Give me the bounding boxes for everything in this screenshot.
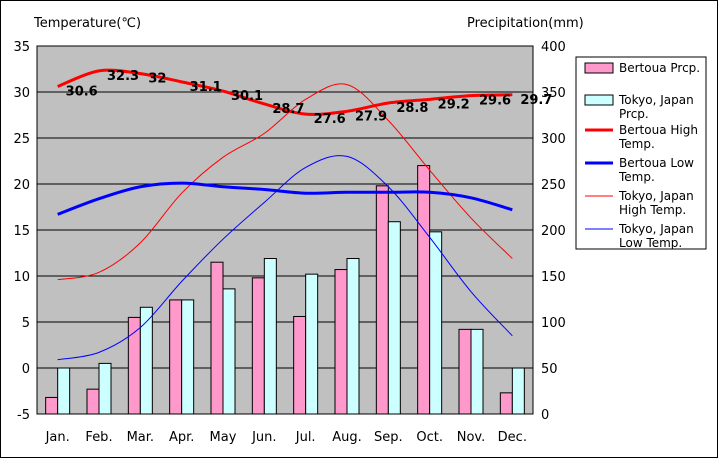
x-tick-label: Nov.: [457, 430, 486, 445]
x-tick-label: Jul.: [295, 430, 316, 445]
left-tick-label: 35: [13, 40, 30, 55]
right-tick-labels: 400 350 300 250 200 150 100 50 0: [541, 40, 566, 423]
precip-bar: [458, 328, 472, 415]
x-tick-label: May: [210, 430, 237, 445]
temp-data-label: 32.3: [107, 69, 139, 84]
precip-bar: [57, 367, 71, 415]
precip-bar: [98, 362, 112, 415]
precip-bar: [511, 367, 525, 415]
line-group: [57, 68, 513, 361]
left-tick-label: 20: [13, 178, 30, 193]
precip-bar: [499, 392, 513, 415]
precip-bar: [305, 273, 319, 415]
x-tick-label: Sep.: [374, 430, 403, 445]
data-labels: 30.6 32.3 32 31.1 30.1 28.7 27.6 27.9 28.8 29.2 29…: [66, 69, 553, 127]
temp-line: [57, 181, 513, 216]
right-tick-label: 300: [541, 132, 566, 147]
precip-bar: [222, 288, 236, 415]
precip-bar: [86, 388, 100, 415]
right-tick-label: 100: [541, 316, 566, 331]
legend-label: Bertoua High Temp.: [618, 123, 698, 151]
right-tick-label: 50: [541, 362, 558, 377]
precip-bar: [387, 221, 401, 415]
temp-data-label: 28.7: [272, 102, 304, 117]
right-tick-label: 0: [541, 408, 549, 423]
x-tick-labels: Jan. Feb. Mar. Apr. May Jun. Jul. Aug. Sep. Oct. N…: [45, 430, 527, 445]
precip-bar: [470, 328, 484, 415]
left-tick-label: -5: [17, 408, 30, 423]
temp-line: [57, 83, 513, 281]
precip-bar: [139, 306, 153, 415]
right-tick-label: 400: [541, 40, 566, 55]
precip-bar: [293, 315, 307, 415]
legend-swatch: [584, 94, 614, 106]
left-tick-label: 0: [22, 362, 30, 377]
right-tick-label: 150: [541, 270, 566, 285]
legend-label: Tokyo, Japan Prcp.: [618, 93, 694, 121]
temp-data-label: 27.6: [314, 112, 346, 127]
x-tick-label: Apr.: [169, 430, 194, 445]
precip-bar: [181, 299, 195, 415]
precip-bar: [375, 185, 389, 415]
gridlines: [37, 91, 533, 369]
legend-label: Bertoua Prcp.: [619, 61, 700, 75]
right-axis-title: Precipitation(mm): [467, 16, 584, 31]
bar-group: [45, 165, 525, 415]
precip-bar: [429, 231, 443, 415]
x-tick-label: Mar.: [127, 430, 154, 445]
temp-data-label: 31.1: [190, 80, 222, 95]
legend-label: Tokyo, Japan Low Temp.: [618, 222, 694, 250]
x-tick-label: Dec.: [498, 430, 527, 445]
temp-line: [57, 68, 513, 116]
left-tick-label: 5: [22, 316, 30, 331]
left-tick-label: 15: [13, 224, 30, 239]
legend-box: [575, 56, 707, 250]
temp-data-label: 32: [148, 72, 166, 87]
left-tick-label: 25: [13, 132, 30, 147]
x-tick-label: Aug.: [332, 430, 362, 445]
left-tick-label: 30: [13, 86, 30, 101]
right-tick-label: 250: [541, 178, 566, 193]
temp-line: [57, 155, 513, 361]
temp-data-label: 30.1: [231, 89, 263, 104]
x-tick-label: Oct.: [416, 430, 443, 445]
precip-bar: [417, 165, 431, 415]
precip-bar: [263, 258, 277, 415]
left-tick-labels: 35 30 25 20 15 10 5 0 -5: [13, 40, 30, 423]
legend: Bertoua Prcp. Tokyo, Japan Prcp.Bertoua Hi…: [584, 61, 700, 250]
legend-swatch: [584, 62, 614, 74]
x-tick-label: Feb.: [85, 430, 112, 445]
temp-data-label: 29.7: [520, 93, 552, 108]
right-tick-label: 200: [541, 224, 566, 239]
precip-bar: [210, 261, 224, 415]
precip-bar: [334, 269, 348, 415]
left-tick-label: 10: [13, 270, 30, 285]
temp-data-label: 30.6: [66, 84, 98, 99]
precip-bar: [169, 299, 183, 415]
precip-bar: [45, 396, 59, 415]
temp-data-label: 28.8: [396, 101, 428, 116]
precip-bar: [251, 277, 265, 415]
legend-label: Bertoua Low Temp.: [618, 156, 694, 184]
right-tick-label: 350: [541, 86, 566, 101]
precip-bar: [346, 258, 360, 415]
x-tick-label: Jun.: [251, 430, 276, 445]
legend-label: Tokyo, Japan High Temp.: [618, 189, 694, 217]
temp-data-label: 29.2: [438, 97, 470, 112]
x-tick-label: Jan.: [45, 430, 70, 445]
temp-data-label: 27.9: [355, 109, 387, 124]
temp-data-label: 29.6: [479, 94, 511, 109]
left-axis-title: Temperature(℃): [33, 16, 141, 31]
